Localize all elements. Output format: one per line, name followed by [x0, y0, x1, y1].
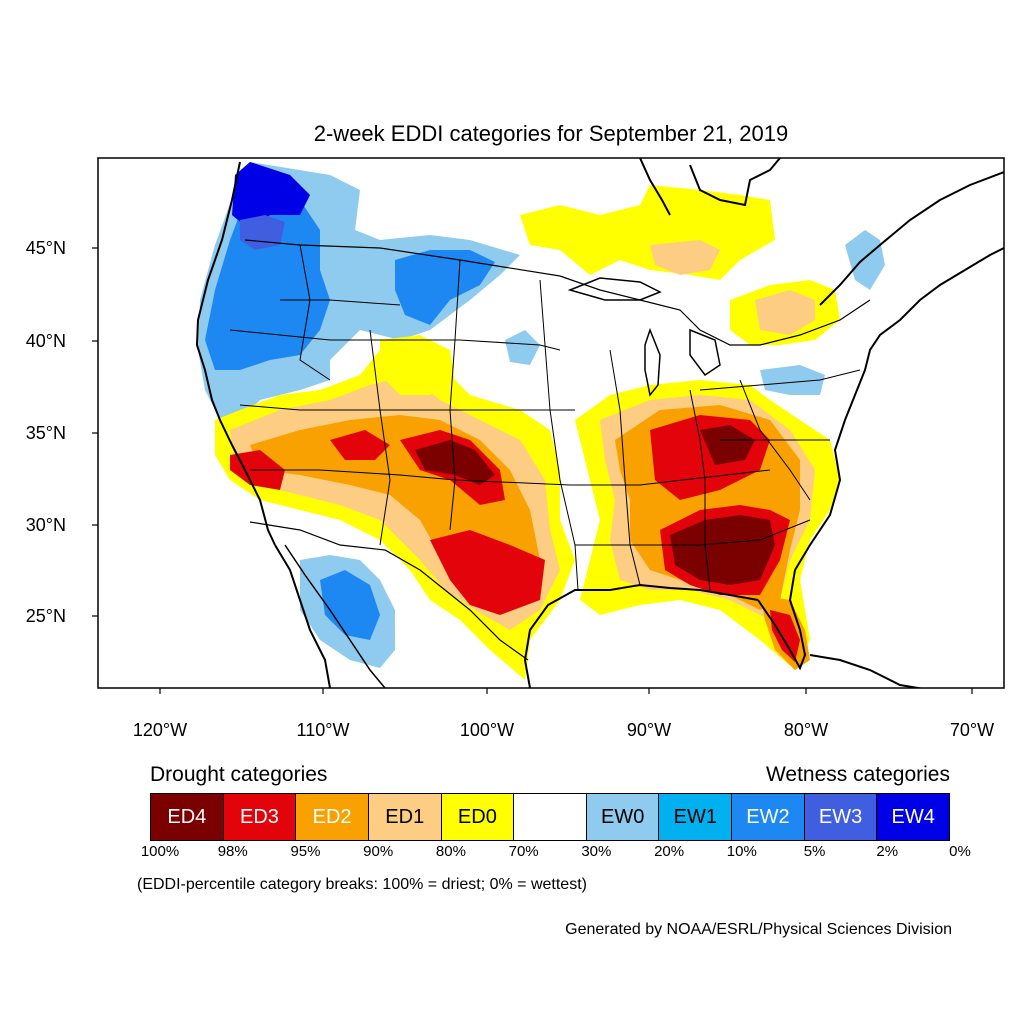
dry-region-texas-ed3: [430, 530, 545, 615]
legend-cell-ed0: ED0: [441, 794, 515, 840]
dry-region-canada-ed0: [520, 185, 775, 280]
canada-border-west: [244, 239, 561, 277]
state-border-6: [250, 469, 771, 486]
legend-cell-ew3: EW3: [804, 794, 878, 840]
legend-note: (EDDI-percentile category breaks: 100% =…: [137, 876, 587, 893]
baja-coastline: [274, 544, 331, 688]
west-coastline: [195, 161, 276, 546]
lake-michigan: [644, 327, 661, 397]
category-break-labels: 100% 98% 95% 90% 80% 70% 30% 20% 10% 5% 2% 0%: [0, 843, 1024, 863]
legend-cell-ew2: EW2: [732, 794, 805, 840]
dry-region-kentucky-ed4: [700, 425, 755, 465]
legend-break-label: 70%: [508, 843, 539, 860]
legend-break-label: 80%: [435, 843, 466, 860]
wetness-categories-heading: Wetness categories: [765, 763, 950, 786]
legend-cell-ew4: EW4: [877, 794, 950, 840]
dry-region-florida-ed3: [770, 610, 800, 662]
state-border-14: [280, 299, 401, 306]
map-frame: [97, 157, 1005, 689]
lon-label: 120°W: [133, 720, 187, 740]
wet-region-dakota: [505, 330, 540, 365]
great-lakes-border: [559, 275, 871, 346]
state-border-1: [299, 244, 331, 381]
hudson-bay-coast: [689, 158, 781, 207]
lat-label: 45°N: [26, 238, 66, 258]
lon-ticks: [159, 688, 973, 694]
legend-cell-normal: [514, 794, 587, 840]
dry-region-canada-ed1: [650, 240, 720, 275]
boundaries: [195, 158, 1004, 688]
lake-superior: [567, 277, 662, 301]
state-border-3: [239, 404, 575, 411]
lon-label: 110°W: [297, 720, 350, 740]
legend-cell-ew0: EW0: [586, 794, 660, 840]
legend-cell-ed1: ED1: [368, 794, 442, 840]
wet-region-washington-ew4: [232, 162, 310, 230]
lon-label: 80°W: [784, 720, 828, 740]
category-colorbar: ED4 ED3 ED2 ED1 ED0 EW0 EW1 EW2 EW3 EW4: [150, 793, 950, 841]
lat-label: 40°N: [26, 331, 66, 351]
wet-region-washington-ew3: [240, 215, 285, 250]
map-title: 2-week EDDI categories for September 21,…: [313, 121, 789, 146]
lat-labels: 45°N 40°N 35°N 30°N 25°N: [26, 238, 66, 626]
legend-break-label: 30%: [581, 843, 612, 860]
lat-label: 25°N: [26, 606, 66, 626]
legend-break-label: 20%: [654, 843, 685, 860]
state-border-13: [699, 369, 861, 391]
legend-break-label: 90%: [363, 843, 394, 860]
state-border-10: [689, 389, 711, 591]
lat-label: 35°N: [26, 423, 66, 443]
wet-region-northwest-ew2: [205, 185, 330, 370]
credit-line: Generated by NOAA/ESRL/Physical Sciences…: [565, 921, 952, 938]
drought-categories-heading: Drought categories: [150, 763, 328, 786]
dry-region-southeast-ed4: [670, 515, 775, 585]
eddi-map: 45°N 40°N 35°N 30°N 25°N 120°W 110°W 100°W 90°W…: [26, 157, 1005, 740]
legend-cell-ed3: ED3: [223, 794, 297, 840]
lat-label: 30°N: [26, 515, 66, 535]
dry-region-kansas-ed4: [415, 440, 495, 485]
legend-break-label: 5%: [803, 843, 826, 860]
lat-ticks: [92, 247, 98, 617]
lon-label: 70°W: [950, 720, 994, 740]
state-border-7: [539, 279, 579, 591]
legend-break-label: 98%: [217, 843, 248, 860]
wet-region-plains-ew2: [395, 250, 495, 325]
lake-huron: [689, 328, 721, 377]
dry-region-utah-ed3: [330, 430, 390, 460]
lon-labels: 120°W 110°W 100°W 90°W 80°W 70°W: [133, 720, 994, 740]
st-lawrence: [819, 171, 1004, 306]
state-border-5: [449, 259, 461, 531]
wet-region-ohio: [760, 365, 825, 395]
legend-break-label: 10%: [726, 843, 757, 860]
legend-break-label: 95%: [290, 843, 321, 860]
lon-label: 100°W: [460, 720, 514, 740]
state-border-9: [609, 349, 641, 586]
legend-break-label: 100%: [140, 843, 180, 860]
florida-coastline: [757, 569, 807, 671]
gulf-coastline: [523, 583, 759, 688]
state-border-4: [369, 329, 391, 546]
mexico-border: [249, 521, 529, 661]
legend-cell-ew1: EW1: [659, 794, 733, 840]
wet-region-maine: [845, 230, 885, 290]
east-coastline: [794, 247, 1004, 571]
island-cuba: [809, 654, 925, 688]
state-border-8: [575, 519, 811, 546]
james-bay-coast: [639, 158, 671, 216]
state-border-11: [739, 379, 811, 501]
state-border-2: [229, 329, 561, 351]
wet-region-mexico-ew2: [320, 570, 380, 640]
legend-break-label: 0%: [949, 843, 971, 860]
legend-cell-ed4: ED4: [151, 794, 224, 840]
baja-gulf-coast: [284, 544, 386, 688]
legend-break-label: 2%: [876, 843, 899, 860]
category-shading: [198, 162, 885, 680]
dry-region-colorado-ed0: [380, 335, 455, 395]
lon-label: 90°W: [627, 720, 671, 740]
legend-cell-ed2: ED2: [296, 794, 369, 840]
dry-region-northeast-ed1: [755, 290, 815, 335]
